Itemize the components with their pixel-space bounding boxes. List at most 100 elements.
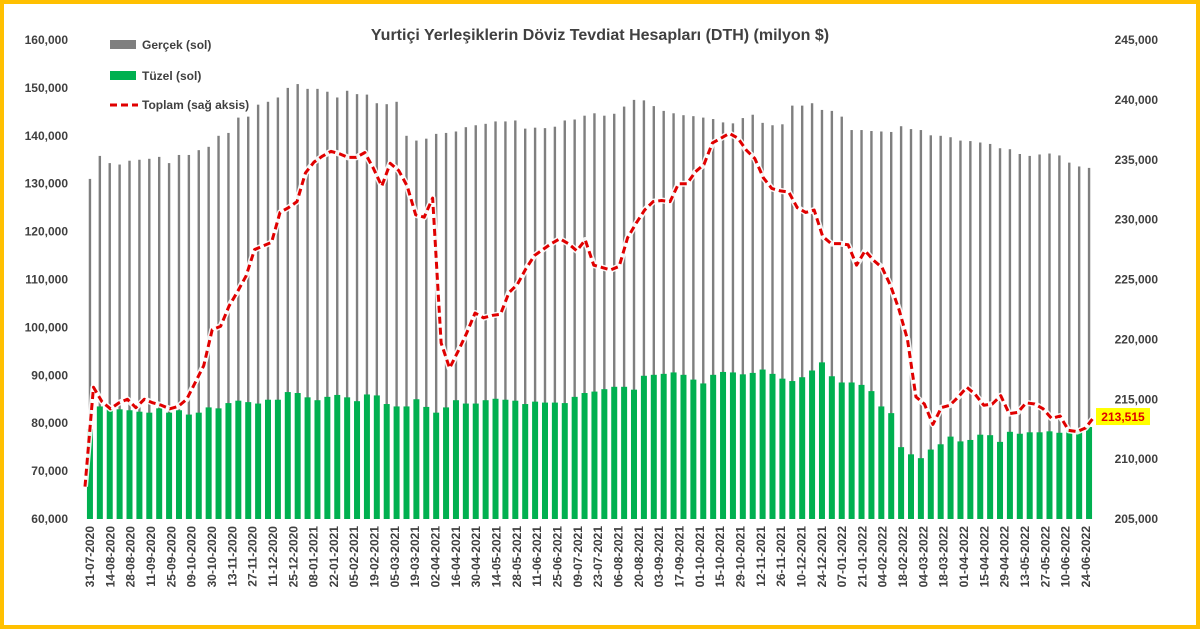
bar-tuzel [373,395,380,519]
bar-gercek [890,131,893,519]
left-tick-label: 150,000 [25,81,69,95]
bar-gercek [761,122,764,520]
bar-tuzel [908,454,914,519]
bar-tuzel [413,399,420,519]
bar-tuzel [1086,427,1093,519]
bar-gercek [395,101,398,519]
bar-gercek [939,135,942,520]
bar-tuzel [640,375,647,519]
right-tick-label: 210,000 [1115,452,1159,466]
bar-gercek [237,117,240,519]
bar-tuzel [86,428,93,519]
bar-gercek [543,128,547,519]
x-tick-label: 27-11-2020 [246,526,260,587]
bar-tuzel [433,412,440,519]
bar-gercek [474,125,477,519]
chart-title: Yurtiçi Yerleşiklerin Döviz Tevdiat Hesa… [371,27,829,44]
x-tick-label: 05-02-2021 [347,526,361,588]
bar-tuzel [838,382,845,519]
x-tick-label: 02-04-2021 [429,526,443,588]
bar-gercek [336,97,339,519]
legend-swatch-tuzel [110,71,136,80]
bar-gercek [405,135,408,520]
bar-gercek [187,154,191,519]
x-tick-label: 10-12-2021 [794,526,808,588]
bar-tuzel [512,400,519,519]
bar-tuzel [858,384,865,519]
bar-gercek [652,106,655,519]
bar-tuzel [680,374,687,519]
x-tick-label: 15-10-2021 [713,526,727,588]
x-tick-label: 31-07-2020 [83,526,97,588]
bar-tuzel [888,413,895,519]
bar-gercek [830,110,834,519]
bar-tuzel [502,399,509,519]
bar-tuzel [551,402,558,519]
bar-gercek [1058,155,1061,519]
bar-tuzel [868,391,875,519]
bar-tuzel [571,396,578,519]
bar-gercek [1077,166,1081,519]
bar-gercek [533,127,537,519]
bar-gercek [870,131,873,519]
bar-tuzel [146,412,153,519]
bar-tuzel [363,394,370,519]
x-tick-label: 27-05-2022 [1038,526,1052,588]
bar-gercek [167,163,171,519]
bar-gercek [563,120,566,519]
bar-tuzel [304,397,311,519]
bar-gercek [464,127,468,520]
x-tick-label: 11-09-2020 [144,526,158,587]
bar-gercek [662,110,665,519]
left-tick-label: 60,000 [31,512,68,526]
x-tick-label: 30-04-2021 [469,526,483,588]
bar-gercek [504,121,507,520]
bar-gercek [494,121,497,520]
bar-gercek [929,135,932,519]
bars-tuzel [86,362,1093,519]
bar-tuzel [314,400,321,519]
bar-gercek [148,158,151,520]
x-tick-label: 04-02-2022 [876,526,890,588]
left-tick-label: 70,000 [31,464,68,478]
bar-tuzel [1026,432,1033,519]
bar-tuzel [937,444,944,519]
bar-gercek [840,116,843,519]
bar-gercek [157,156,161,519]
bar-tuzel [215,408,222,519]
bar-tuzel [482,400,489,519]
bar-gercek [622,106,626,519]
bar-tuzel [670,372,677,519]
bar-gercek [454,131,458,519]
bar-gercek [721,122,725,519]
last-value-label: 213,515 [1101,410,1145,424]
bar-gercek [326,91,329,519]
bar-gercek [128,160,131,519]
bar-tuzel [957,441,964,519]
bar-tuzel [591,391,598,519]
bar-gercek [860,130,863,520]
right-tick-label: 215,000 [1115,392,1159,406]
x-tick-label: 01-10-2021 [693,526,707,588]
bar-tuzel [492,398,499,519]
x-tick-label: 14-08-2020 [103,526,117,588]
bar-gercek [573,119,576,519]
right-tick-label: 205,000 [1115,512,1159,526]
bar-tuzel [274,399,281,519]
x-tick-label: 18-02-2022 [896,526,910,588]
x-tick-label: 19-03-2021 [408,526,422,588]
bar-tuzel [729,372,736,519]
bar-tuzel [393,406,400,519]
bar-gercek [969,141,972,519]
bar-gercek [444,132,448,519]
bar-gercek [355,94,359,519]
x-tick-label: 03-09-2021 [652,526,666,588]
bar-tuzel [848,382,855,519]
bar-tuzel [660,373,667,519]
x-tick-label: 10-06-2022 [1059,526,1073,588]
bar-gercek [672,113,675,519]
bar-tuzel [997,441,1004,519]
bar-gercek [345,90,349,520]
bar-gercek [1087,167,1091,519]
x-tick-label: 24-12-2021 [815,526,829,588]
